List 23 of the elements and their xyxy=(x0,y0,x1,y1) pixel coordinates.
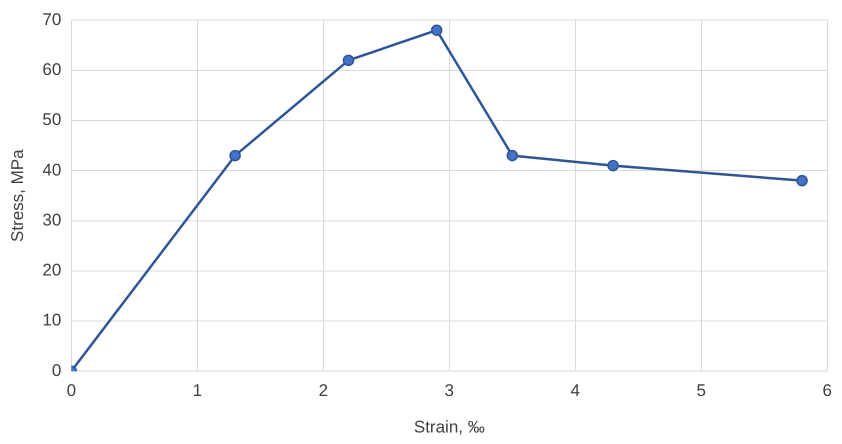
point xyxy=(430,24,442,36)
x-tick-label: 4 xyxy=(570,381,580,400)
y-tick-label: 0 xyxy=(52,360,62,380)
y-tick-label: 40 xyxy=(42,160,62,180)
y-tick-label: 60 xyxy=(42,60,62,80)
y-tick-label: 10 xyxy=(42,310,62,330)
point xyxy=(796,174,808,186)
point xyxy=(506,150,518,162)
x-tick-label: 1 xyxy=(192,381,202,400)
y-tick-label: 50 xyxy=(42,110,62,130)
point xyxy=(229,150,241,162)
x-tick-label: 6 xyxy=(822,381,832,400)
y-tick-label: 70 xyxy=(42,10,62,29)
y-tick-label: 20 xyxy=(42,260,62,280)
x-tick-label: 2 xyxy=(318,381,328,400)
y-tick-label: 30 xyxy=(42,210,62,230)
x-tick-label: 3 xyxy=(444,381,454,400)
x-tick-label: 0 xyxy=(66,381,76,400)
point xyxy=(342,54,354,66)
point xyxy=(607,160,619,172)
y-axis-title: Stress, MPa xyxy=(8,148,27,242)
x-tick-label: 5 xyxy=(696,381,706,400)
x-axis-title: Strain, ‰ xyxy=(414,417,485,436)
